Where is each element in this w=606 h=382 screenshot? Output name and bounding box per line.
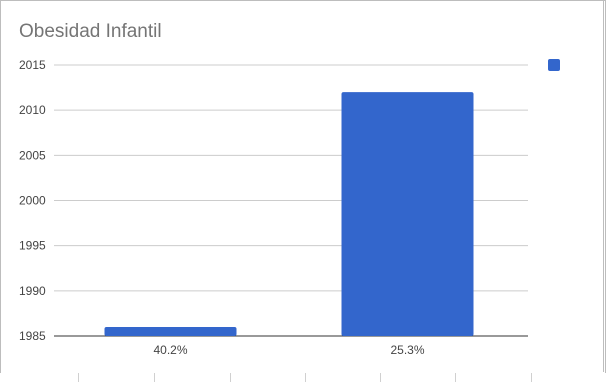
legend-swatch xyxy=(548,59,560,71)
ruler-tick xyxy=(531,373,532,382)
ruler-tick xyxy=(230,373,231,382)
chart-frame xyxy=(0,0,606,374)
frame-edge xyxy=(603,0,604,372)
chart-title: Obesidad Infantil xyxy=(19,21,162,42)
y-tick-label: 2015 xyxy=(19,58,46,72)
ruler-tick xyxy=(380,373,381,382)
ruler-tick xyxy=(305,373,306,382)
bar xyxy=(104,326,237,336)
ruler-tick xyxy=(455,373,456,382)
ruler-tick xyxy=(78,373,79,382)
x-tick-label: 25.3% xyxy=(390,343,424,357)
y-tick-label: 1990 xyxy=(19,284,46,298)
ruler-tick xyxy=(154,373,155,382)
y-tick-label: 2005 xyxy=(19,148,46,162)
x-tick-label: 40.2% xyxy=(153,343,187,357)
bar xyxy=(341,92,474,336)
y-tick-label: 2000 xyxy=(19,194,46,208)
y-tick-label: 1995 xyxy=(19,239,46,253)
y-tick-label: 2010 xyxy=(19,103,46,117)
y-tick-label: 1985 xyxy=(19,329,46,343)
bar-chart: 1985 1990 1995 2000 2005 2010 2015 40.2% 25.3% xyxy=(19,58,560,357)
bottom-ruler xyxy=(0,373,606,382)
